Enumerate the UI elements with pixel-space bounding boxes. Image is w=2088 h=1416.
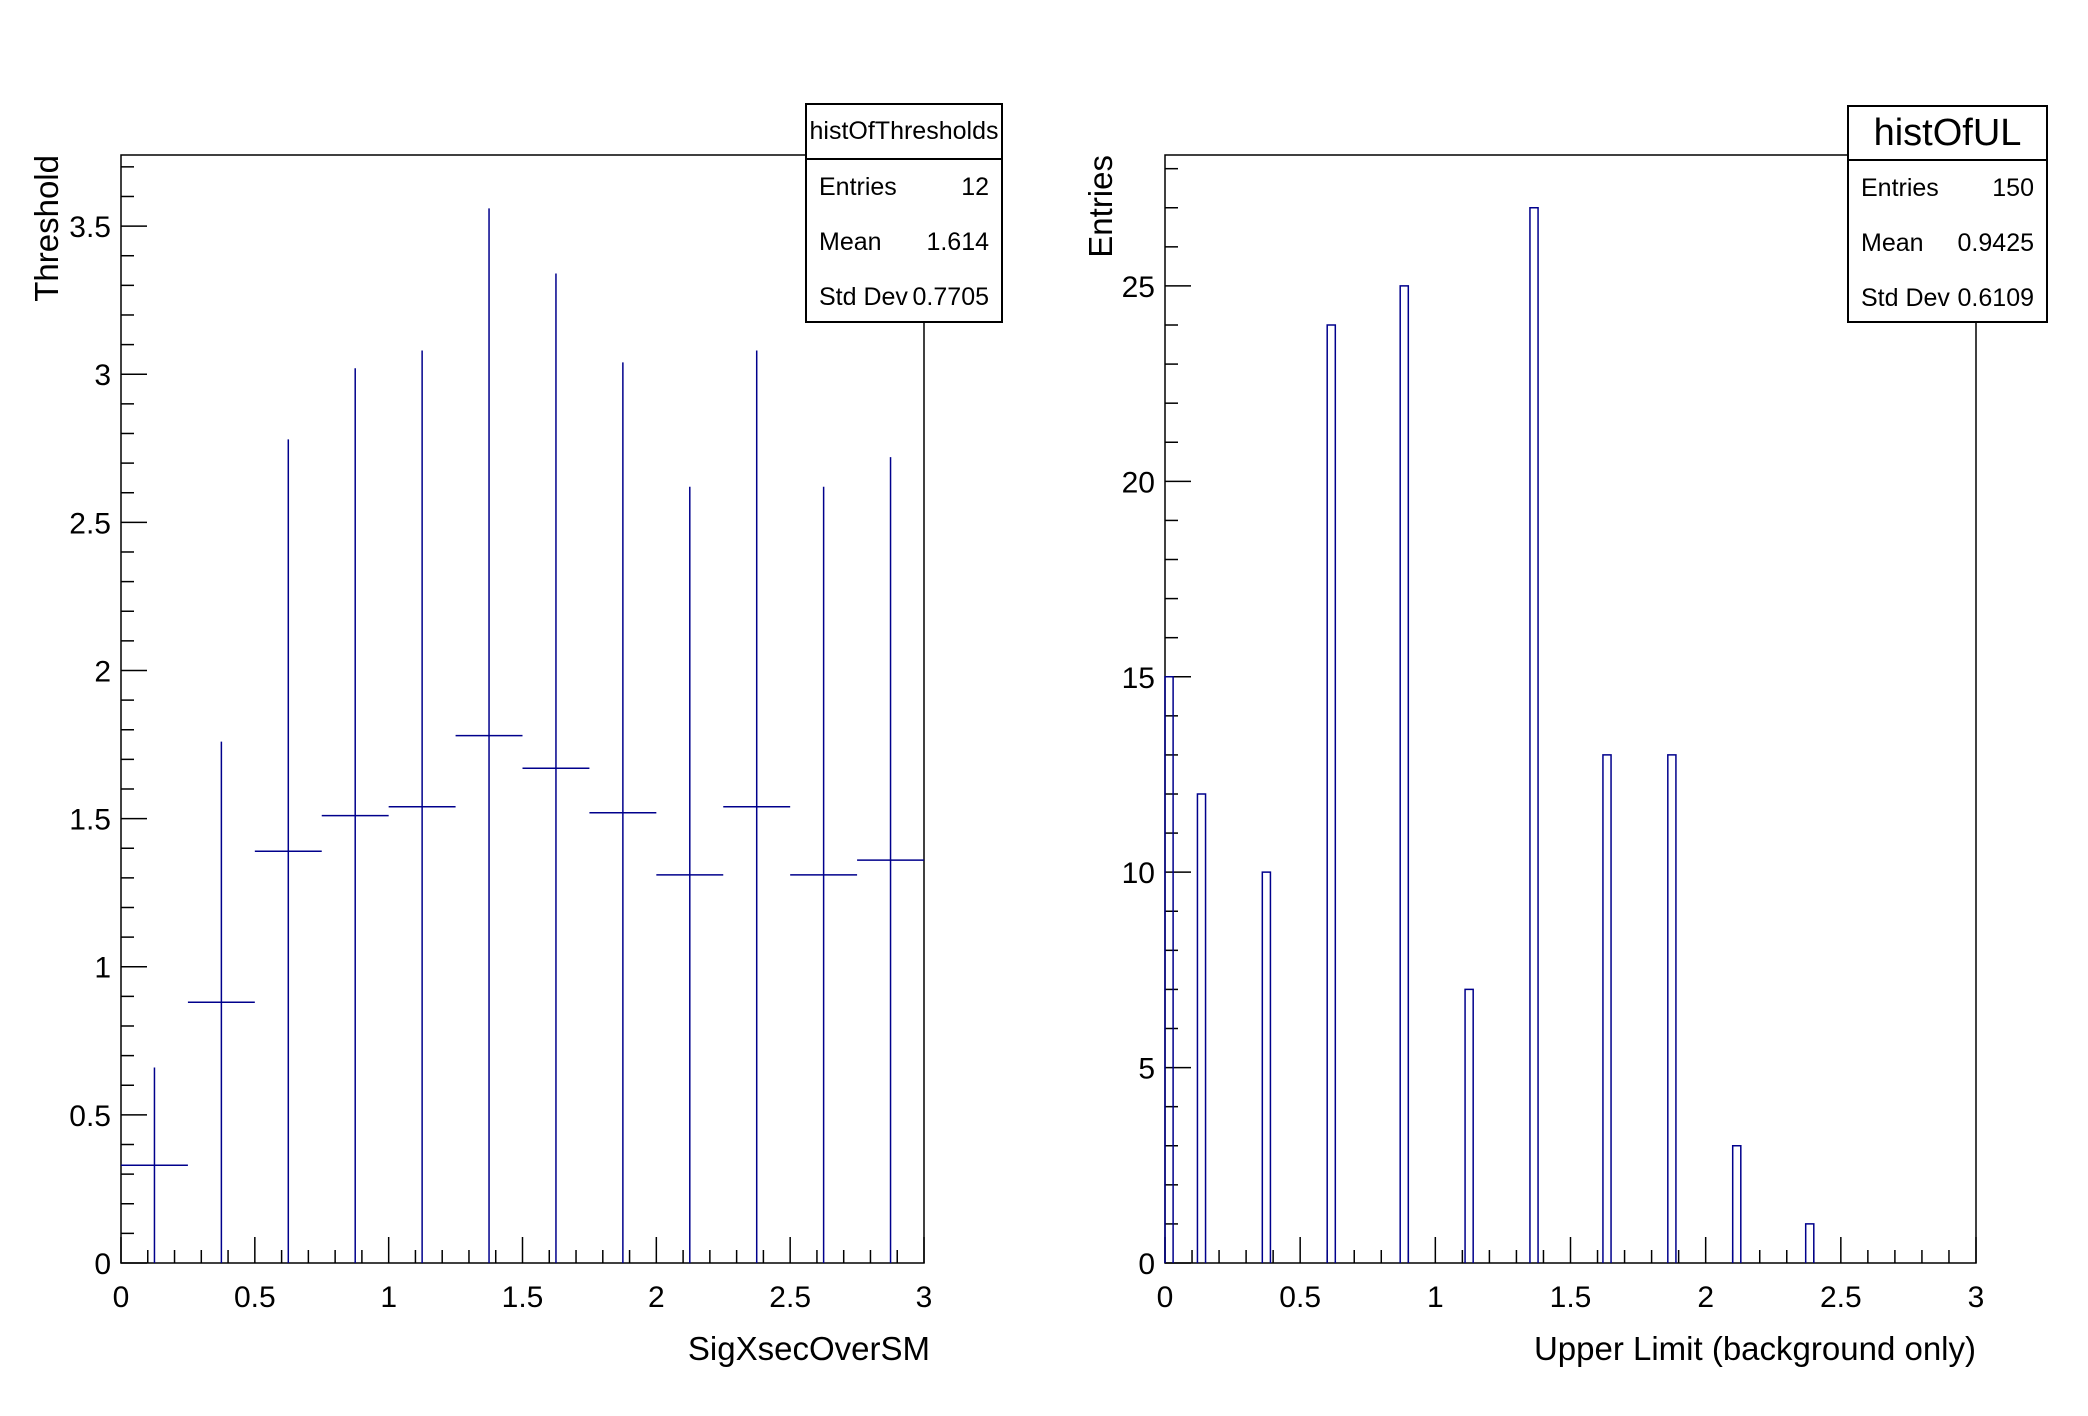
x-axis-title: SigXsecOverSM bbox=[688, 1330, 930, 1367]
y-tick-label: 25 bbox=[1122, 271, 1155, 304]
x-axis-title: Upper Limit (background only) bbox=[1534, 1330, 1976, 1367]
histogram-bar bbox=[1261, 871, 1272, 1263]
stat-value: 0.7705 bbox=[912, 283, 989, 311]
stat-label: Entries bbox=[819, 173, 897, 201]
x-tick-label: 0.5 bbox=[234, 1281, 276, 1314]
stat-value: 1.614 bbox=[926, 228, 989, 256]
stat-box-title: histOfUL bbox=[1849, 107, 2046, 161]
y-tick-label: 20 bbox=[1122, 466, 1155, 499]
stat-row-stddev: Std Dev 0.7705 bbox=[807, 270, 1001, 325]
stat-box-thresholds: histOfThresholds Entries 12 Mean 1.614 S… bbox=[805, 103, 1003, 323]
stat-row-mean: Mean 1.614 bbox=[807, 215, 1001, 270]
x-tick-label: 0 bbox=[113, 1281, 130, 1314]
y-tick-label: 2.5 bbox=[69, 507, 111, 540]
stat-label: Std Dev bbox=[819, 283, 908, 311]
stat-value: 12 bbox=[961, 173, 989, 201]
y-tick-label: 3.5 bbox=[69, 211, 111, 244]
histogram-bar bbox=[1602, 754, 1612, 1263]
y-tick-label: 0 bbox=[1138, 1248, 1155, 1281]
stat-row-entries: Entries 12 bbox=[807, 160, 1001, 215]
x-tick-label: 1.5 bbox=[502, 1281, 544, 1314]
stat-row-stddev: Std Dev 0.6109 bbox=[1849, 271, 2046, 326]
stat-row-entries: Entries 150 bbox=[1849, 161, 2046, 216]
y-tick-label: 0 bbox=[94, 1248, 111, 1281]
y-tick-label: 1.5 bbox=[69, 804, 111, 837]
x-tick-label: 1.5 bbox=[1550, 1281, 1592, 1314]
histogram-bar bbox=[1667, 754, 1677, 1263]
histogram-bar bbox=[1529, 207, 1539, 1263]
y-tick-label: 5 bbox=[1138, 1053, 1155, 1086]
histogram-bar bbox=[1196, 793, 1207, 1263]
y-tick-label: 3 bbox=[94, 359, 111, 392]
stat-box-rows: Entries 150 Mean 0.9425 Std Dev 0.6109 bbox=[1849, 161, 2046, 326]
stat-value: 0.6109 bbox=[1957, 284, 2034, 312]
histogram-bar bbox=[1804, 1223, 1815, 1263]
y-tick-label: 15 bbox=[1122, 662, 1155, 695]
stat-label: Mean bbox=[819, 228, 882, 256]
y-tick-label: 10 bbox=[1122, 857, 1155, 890]
x-tick-label: 1 bbox=[380, 1281, 397, 1314]
stat-row-mean: Mean 0.9425 bbox=[1849, 216, 2046, 271]
stat-value: 0.9425 bbox=[1957, 229, 2034, 257]
x-tick-label: 3 bbox=[916, 1281, 933, 1314]
stat-label: Mean bbox=[1861, 229, 1924, 257]
stat-value: 150 bbox=[1992, 174, 2034, 202]
x-tick-label: 2 bbox=[648, 1281, 665, 1314]
y-tick-label: 2 bbox=[94, 655, 111, 688]
histogram-bar bbox=[1399, 285, 1410, 1263]
x-tick-label: 0.5 bbox=[1279, 1281, 1321, 1314]
x-tick-label: 1 bbox=[1427, 1281, 1444, 1314]
x-tick-label: 2.5 bbox=[769, 1281, 811, 1314]
x-tick-label: 3 bbox=[1968, 1281, 1985, 1314]
stat-label: Entries bbox=[1861, 174, 1939, 202]
x-tick-label: 0 bbox=[1157, 1281, 1174, 1314]
x-tick-label: 2.5 bbox=[1820, 1281, 1862, 1314]
y-tick-label: 1 bbox=[94, 952, 111, 985]
stat-box-rows: Entries 12 Mean 1.614 Std Dev 0.7705 bbox=[807, 160, 1001, 325]
stat-box-title: histOfThresholds bbox=[807, 105, 1001, 160]
histogram-bar bbox=[1164, 676, 1174, 1263]
plot-frame bbox=[120, 154, 925, 1264]
y-tick-label: 0.5 bbox=[69, 1100, 111, 1133]
stat-label: Std Dev bbox=[1861, 284, 1950, 312]
x-tick-label: 2 bbox=[1697, 1281, 1714, 1314]
y-axis-title: Entries bbox=[1082, 155, 1119, 258]
y-axis-title: Threshold bbox=[28, 155, 65, 302]
histogram-bar bbox=[1731, 1145, 1742, 1263]
histogram-bar bbox=[1464, 988, 1474, 1263]
histogram-bar bbox=[1326, 324, 1337, 1263]
stat-box-ul: histOfUL Entries 150 Mean 0.9425 Std Dev… bbox=[1847, 105, 2048, 323]
